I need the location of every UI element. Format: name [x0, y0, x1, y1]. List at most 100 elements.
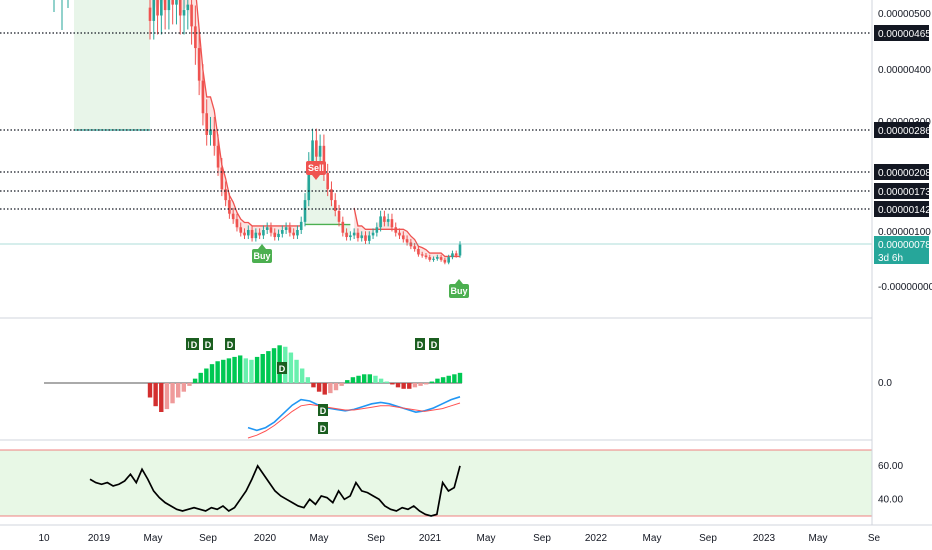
signal-arrow-2 — [455, 279, 463, 284]
candle-body-26 — [246, 229, 250, 236]
candle-body-5 — [167, 0, 171, 11]
candle-body-63 — [386, 219, 390, 222]
hist-bar-49 — [423, 383, 429, 385]
candle-body-56 — [360, 235, 364, 239]
hist-marker-5: D — [320, 406, 327, 416]
candle-body-38 — [292, 232, 295, 236]
candle-body-68 — [405, 239, 409, 243]
candle-body-36 — [284, 227, 288, 230]
hist-bar-22 — [271, 348, 277, 383]
level-value-3: 0.00000173 — [878, 187, 931, 198]
hist-marker-box-3 — [225, 338, 235, 350]
hist-bar-35 — [345, 380, 350, 383]
x-tick-9: Sep — [533, 533, 551, 544]
x-tick-6: Sep — [367, 533, 385, 544]
level-value-2: 0.00000208 — [878, 168, 931, 179]
hist-bar-16 — [237, 355, 243, 383]
candle-body-80 — [451, 253, 454, 258]
hist-bar-25 — [288, 352, 294, 383]
hist-bar-51 — [435, 378, 440, 383]
rsi-y-tick-1: 40.00 — [878, 494, 903, 505]
level-tag-4 — [874, 201, 929, 217]
hist-bar-34 — [339, 383, 344, 386]
hist-bar-2 — [159, 383, 164, 412]
candle-body-0 — [148, 7, 152, 21]
x-tick-0: 10 — [38, 533, 50, 544]
candle-body-22 — [231, 213, 235, 220]
hist-bar-32 — [328, 383, 333, 394]
rsi-line — [89, 464, 461, 517]
x-tick-14: May — [809, 533, 828, 544]
candle-body-11 — [190, 4, 193, 27]
signal-arrow-0 — [258, 244, 266, 249]
candle-body-7 — [175, 0, 178, 5]
signal-box-2 — [449, 284, 469, 298]
candle-body-1 — [152, 0, 156, 21]
hist-bar-5 — [175, 383, 181, 398]
hist-marker-7: D — [417, 340, 424, 350]
candle-body-82 — [458, 244, 462, 256]
hist-bar-37 — [356, 375, 361, 383]
candle-body-73 — [424, 255, 428, 258]
candle-body-12 — [194, 26, 197, 49]
signal-label-2: Buy — [450, 286, 467, 296]
candle-body-62 — [383, 216, 386, 222]
candle-body-17 — [212, 129, 216, 146]
signal-box-0 — [252, 249, 272, 263]
candle-body-15 — [205, 113, 209, 135]
hist-bar-46 — [407, 383, 412, 389]
hist-bar-47 — [412, 383, 418, 388]
candle-body-43 — [311, 140, 314, 163]
level-tag-2 — [874, 164, 929, 180]
candle-body-19 — [220, 167, 224, 190]
candle-body-55 — [356, 232, 360, 239]
x-tick-13: 2023 — [753, 533, 776, 544]
candle-body-9 — [182, 10, 186, 16]
hist-bar-27 — [299, 368, 305, 383]
candle-body-42 — [307, 162, 311, 201]
price-y-tick-0: 0.00000500 — [878, 9, 931, 20]
x-tick-2: May — [144, 533, 163, 544]
hist-bar-0 — [147, 383, 153, 398]
price-y-tick-2: 0.00000300 — [878, 117, 931, 128]
candle-body-67 — [401, 235, 405, 240]
candle-body-6 — [171, 0, 174, 5]
macd-line — [247, 396, 461, 432]
candle-body-28 — [254, 232, 258, 239]
hist-bar-4 — [170, 383, 175, 404]
hist-bar-54 — [452, 374, 457, 383]
candle-body-14 — [201, 80, 205, 114]
candle-body-81 — [454, 253, 458, 256]
candle-body-64 — [390, 219, 394, 228]
rsi-band — [0, 450, 872, 516]
hist-marker-box-2 — [203, 338, 213, 350]
candle-body-51 — [341, 221, 345, 233]
hist-marker-8: D — [431, 340, 438, 350]
candle-body-32 — [269, 227, 273, 233]
candle-body-57 — [364, 235, 367, 241]
level-value-4: 0.00000142 — [878, 205, 931, 216]
hist-bar-38 — [361, 374, 367, 383]
candle-body-53 — [349, 235, 352, 238]
candle-body-40 — [299, 221, 303, 230]
hist-bar-7 — [187, 383, 192, 386]
hist-bar-55 — [457, 372, 463, 383]
signal-label-1: Sell — [308, 163, 324, 173]
candle-body-65 — [394, 227, 398, 233]
hist-bar-13 — [221, 359, 226, 383]
candle-body-61 — [379, 216, 382, 228]
candle-body-66 — [398, 232, 401, 236]
hist-bar-41 — [378, 378, 384, 383]
level-tag-3 — [874, 183, 929, 199]
last-price-value: 0.00000078 — [878, 240, 931, 251]
signal-arrow-1 — [312, 175, 320, 180]
hist-bar-8 — [192, 378, 198, 383]
candle-body-79 — [447, 257, 450, 263]
hist-bar-36 — [350, 377, 356, 383]
candle-body-16 — [209, 129, 212, 135]
hist-bar-52 — [440, 377, 446, 383]
hist-bar-14 — [226, 358, 232, 383]
candle-body-27 — [250, 229, 254, 239]
candle-body-72 — [420, 254, 424, 256]
